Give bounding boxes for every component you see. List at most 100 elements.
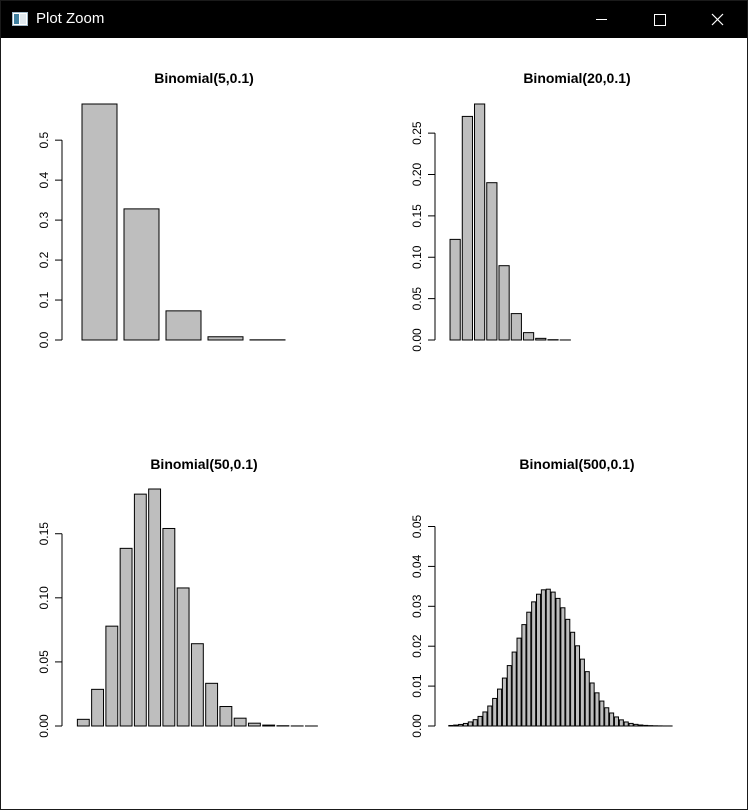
bar-2 — [105, 625, 119, 727]
bar-8 — [190, 643, 204, 727]
y-tick-label: 0.05 — [410, 515, 424, 539]
y-tick-label: 0.1 — [37, 291, 51, 308]
bar-53 — [584, 671, 590, 727]
y-tick-label: 0.05 — [410, 287, 424, 311]
bar-1 — [91, 688, 105, 727]
bar-4 — [498, 265, 510, 341]
chart-panel-2: Binomial(20,0.1) 0.00 0.05 0.10 0.15 0.20 0.25 — [410, 70, 631, 352]
bar-64 — [638, 724, 644, 727]
bar-3 — [486, 182, 498, 341]
bar-56 — [599, 700, 605, 727]
plot-zoom-app-icon — [12, 12, 28, 26]
chart-panel-3: Binomial(50,0.1) 0.00 0.05 0.10 0.15 — [37, 456, 318, 738]
bar-60 — [618, 719, 624, 727]
y-tick-label: 0.04 — [410, 554, 424, 578]
y-tick-label: 0.01 — [410, 674, 424, 698]
bar-48 — [560, 607, 566, 727]
bar-0 — [81, 103, 118, 341]
bar-63 — [633, 723, 639, 727]
chart-title: Binomial(50,0.1) — [150, 456, 257, 472]
bar-47 — [555, 597, 561, 727]
bar-2 — [165, 310, 202, 341]
binomial-plots-figure: Binomial(5,0.1)0.00.10.20.30.40.5Binomia… — [37, 70, 673, 738]
bar-12 — [247, 722, 261, 727]
bar-6 — [162, 527, 176, 727]
bar-31 — [477, 715, 483, 727]
bar-33 — [487, 705, 493, 727]
bar-27 — [458, 723, 464, 727]
bar-59 — [613, 716, 620, 727]
bar-30 — [472, 719, 478, 727]
maximize-icon — [654, 14, 666, 26]
bar-41 — [526, 611, 532, 727]
bar-43 — [536, 593, 542, 727]
bar-42 — [531, 601, 537, 727]
y-tick-label: 0.25 — [410, 121, 424, 145]
bar-25 — [448, 724, 454, 727]
y-tick-label: 0.03 — [410, 594, 424, 618]
bar-3 — [207, 336, 244, 341]
bar-28 — [462, 722, 468, 727]
bar-29 — [467, 721, 473, 727]
bar-4 — [133, 493, 147, 727]
maximize-button[interactable] — [635, 1, 681, 38]
bar-62 — [628, 722, 634, 727]
bar-7 — [176, 587, 190, 727]
bar-7 — [535, 337, 547, 341]
bar-2 — [474, 103, 486, 341]
bar-1 — [123, 208, 160, 341]
bar-45 — [545, 588, 551, 727]
bar-50 — [570, 631, 576, 727]
plot-area: Binomial(5,0.1) 0.0 0.1 0.2 0.3 0.4 0.5 Binomia… — [1, 38, 747, 809]
y-tick-label: 0.05 — [37, 650, 51, 674]
bar-57 — [604, 707, 610, 727]
bar-11 — [233, 717, 247, 727]
bar-0 — [76, 718, 90, 727]
bar-38 — [511, 651, 517, 727]
y-tick-label: 0.4 — [37, 171, 51, 188]
bar-55 — [594, 692, 600, 727]
y-tick-label: 0.0 — [37, 331, 51, 348]
minimize-icon — [596, 19, 607, 20]
bar-0 — [449, 238, 461, 341]
y-tick-label: 0.5 — [37, 132, 51, 149]
window-title: Plot Zoom — [36, 10, 105, 27]
bar-13 — [262, 724, 276, 727]
bar-9 — [205, 682, 219, 727]
chart-panel-4: Binomial(500,0.1) 0.00 0.01 0.02 0.03 0.04 0.0… — [410, 456, 673, 738]
bar-35 — [497, 688, 503, 727]
bar-52 — [579, 658, 585, 727]
chart-panel-1: Binomial(5,0.1) 0.0 0.1 0.2 0.3 0.4 0.5 — [37, 70, 286, 348]
chart-title: Binomial(500,0.1) — [519, 456, 634, 472]
y-tick-label: 0.15 — [37, 522, 51, 546]
y-tick-label: 0.00 — [410, 328, 424, 352]
y-tick-label: 0.10 — [410, 245, 424, 269]
y-tick-label: 0.10 — [37, 586, 51, 610]
y-tick-label: 0.00 — [37, 714, 51, 738]
bar-58 — [609, 712, 615, 727]
bar-51 — [574, 645, 581, 727]
bar-61 — [623, 721, 629, 727]
y-tick-label: 0.2 — [37, 251, 51, 268]
y-tick-label: 0.15 — [410, 204, 424, 228]
close-icon — [711, 13, 724, 26]
minimize-button[interactable] — [578, 1, 624, 38]
y-tick-label: 0.3 — [37, 211, 51, 228]
bar-44 — [540, 589, 546, 727]
y-tick-label: 0.00 — [410, 714, 424, 738]
y-tick-label: 0.02 — [410, 634, 424, 658]
bar-32 — [482, 711, 488, 727]
title-bar[interactable]: Plot Zoom — [1, 1, 747, 38]
close-button[interactable] — [694, 1, 740, 38]
bar-26 — [453, 724, 459, 727]
bar-40 — [521, 624, 527, 727]
bar-36 — [501, 677, 507, 727]
bar-49 — [565, 618, 571, 727]
bar-39 — [516, 637, 522, 727]
bar-6 — [522, 332, 535, 341]
bar-3 — [119, 547, 133, 727]
chart-title: Binomial(5,0.1) — [154, 70, 254, 86]
y-tick-label: 0.20 — [410, 163, 424, 187]
bar-5 — [510, 313, 522, 341]
